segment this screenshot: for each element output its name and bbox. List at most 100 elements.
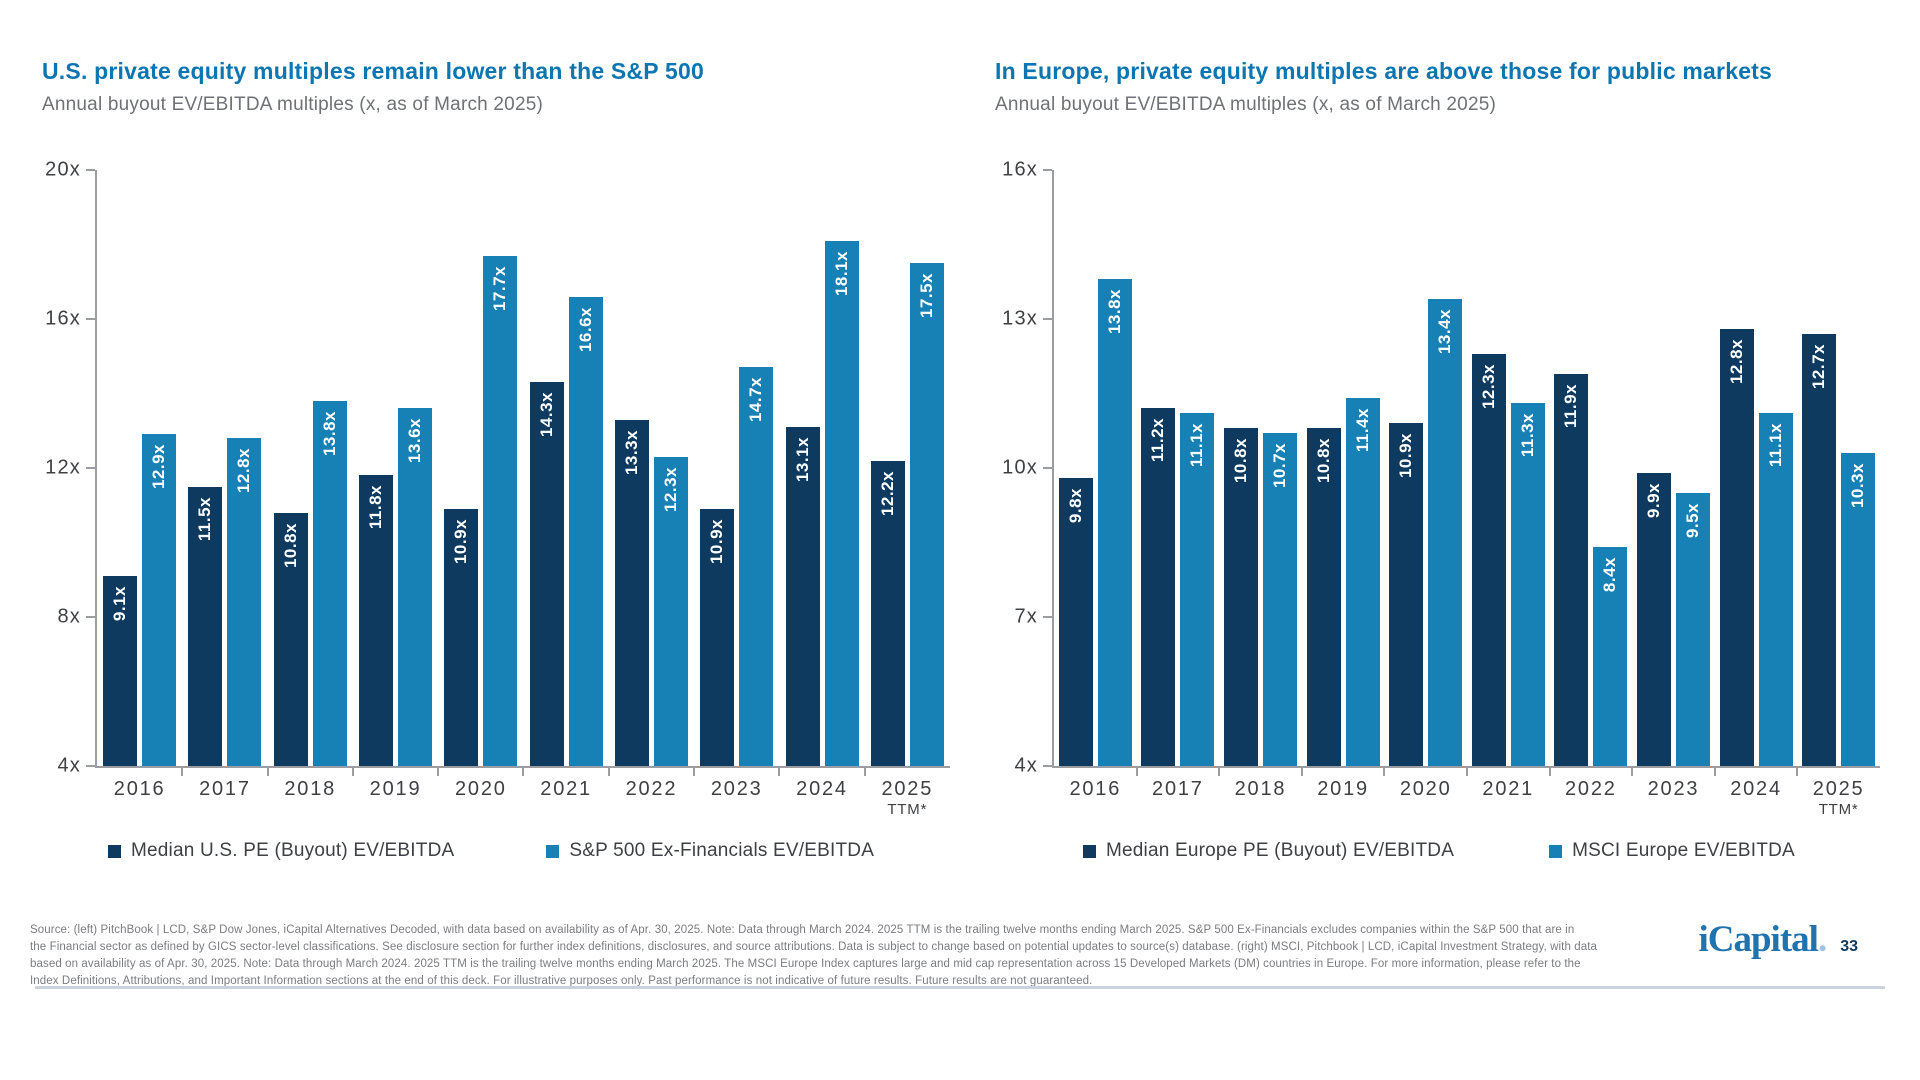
bar-value-label: 10.3x bbox=[1848, 463, 1868, 509]
y-axis-tick-label: 20x bbox=[45, 158, 81, 181]
x-axis-category-label: 2023 bbox=[710, 778, 763, 800]
bar-value-label: 11.2x bbox=[1148, 418, 1168, 463]
bar: 12.7x bbox=[1802, 333, 1837, 766]
x-axis-category-label: 2019 bbox=[1317, 778, 1369, 800]
bar: 11.9x bbox=[1554, 373, 1589, 766]
bar: 11.5x bbox=[188, 486, 223, 766]
bar: 11.8x bbox=[359, 475, 394, 766]
bar: 11.4x bbox=[1345, 398, 1380, 766]
bar-group-2021: 12.3x 11.3x 2021 bbox=[1467, 170, 1551, 800]
left-chart-title: U.S. private equity multiples remain low… bbox=[42, 58, 704, 84]
bar-value-label: 10.9x bbox=[1396, 433, 1416, 479]
bar-value-label: 9.5x bbox=[1682, 502, 1702, 538]
bar: 12.3x bbox=[1471, 353, 1506, 766]
y-axis-tick-label: 16x bbox=[1002, 158, 1038, 181]
legend-swatch-light bbox=[1549, 844, 1563, 858]
bar: 11.3x bbox=[1510, 403, 1545, 766]
bar-group-2022: 11.9x 8.4x 2022 bbox=[1550, 170, 1633, 800]
bar: 10.8x bbox=[1306, 428, 1341, 766]
y-axis-tick-mark bbox=[1043, 169, 1052, 171]
bar-group-2020: 10.9x 17.7x 2020 bbox=[438, 170, 525, 800]
bar: 14.7x bbox=[739, 367, 774, 766]
x-axis-category-label: 2022 bbox=[625, 778, 678, 800]
bar: 13.1x bbox=[785, 427, 820, 766]
legend-swatch-dark bbox=[1083, 844, 1096, 858]
y-axis-tick-mark bbox=[86, 169, 95, 171]
x-axis-category-sublabel: TTM* bbox=[1818, 801, 1859, 818]
bar-value-label: 8.4x bbox=[1600, 557, 1620, 593]
bar-value-label: 13.1x bbox=[792, 437, 812, 483]
y-axis-tick-label: 8x bbox=[57, 605, 81, 628]
legend-item: Median Europe PE (Buyout) EV/EBITDA bbox=[1083, 840, 1454, 862]
icapital-logo: iCapital. bbox=[1698, 919, 1827, 960]
bar-value-label: 13.8x bbox=[1104, 289, 1124, 335]
bar: 18.1x bbox=[824, 240, 859, 766]
bar-group-2023: 9.9x 9.5x 2023 bbox=[1632, 170, 1716, 800]
y-axis-tick-mark bbox=[86, 765, 95, 767]
bar: 10.3x bbox=[1841, 453, 1876, 766]
bar-value-label: 11.1x bbox=[1187, 423, 1207, 468]
bar-value-label: 12.2x bbox=[877, 470, 897, 516]
bar-group-2025: 12.2x 17.5x 2025 TTM* bbox=[865, 170, 950, 818]
logo-dot: . bbox=[1817, 919, 1827, 960]
left-chart-plot: 4x 8x 12x 16x 20x 9.1x 12.9x 2016 11.5x 12.8x 2017… bbox=[45, 159, 950, 818]
bar: 12.8x bbox=[227, 438, 262, 766]
bar-value-label: 10.9x bbox=[451, 518, 471, 565]
bar-group-2017: 11.2x 11.1x 2017 bbox=[1137, 170, 1220, 800]
x-axis-category-label: 2024 bbox=[796, 778, 848, 800]
legend-item: MSCI Europe EV/EBITDA bbox=[1549, 840, 1795, 862]
y-axis-tick-label: 10x bbox=[1002, 456, 1038, 479]
y-axis-tick-label: 16x bbox=[45, 307, 81, 330]
bar: 11.1x bbox=[1758, 413, 1793, 766]
bar-group-2023: 10.9x 14.7x 2023 bbox=[694, 170, 781, 800]
bar: 16.6x bbox=[568, 296, 603, 766]
right-chart-plot: 4x 7x 10x 13x 16x 9.8x 13.8x 2016 11.2x 11.1x 2017… bbox=[1002, 159, 1880, 818]
bar: 10.8x bbox=[1223, 428, 1258, 766]
bar-value-label: 12.3x bbox=[660, 466, 680, 512]
bar: 17.5x bbox=[909, 263, 944, 766]
bar-value-label: 17.5x bbox=[916, 273, 936, 319]
bar: 12.2x bbox=[870, 460, 905, 766]
y-axis-tick-label: 7x bbox=[1014, 605, 1038, 628]
bar: 13.3x bbox=[614, 419, 649, 766]
bar-value-label: 9.9x bbox=[1643, 482, 1663, 519]
bar: 10.7x bbox=[1262, 433, 1297, 766]
bar: 10.8x bbox=[273, 512, 308, 766]
right-chart-subtitle: Annual buyout EV/EBITDA multiples (x, as… bbox=[995, 94, 1497, 115]
bar-value-label: 17.7x bbox=[490, 265, 510, 311]
legend-swatch-dark bbox=[108, 844, 121, 858]
legend-label: S&P 500 Ex-Financials EV/EBITDA bbox=[569, 840, 875, 861]
x-axis-category-label: 2020 bbox=[1399, 778, 1452, 800]
bar-group-2020: 10.9x 13.4x 2020 bbox=[1384, 170, 1468, 800]
bar: 9.8x bbox=[1058, 477, 1093, 766]
bar-group-2019: 11.8x 13.6x 2019 bbox=[353, 170, 440, 800]
bar-value-label: 11.9x bbox=[1561, 383, 1581, 428]
page-number: 33 bbox=[1840, 938, 1858, 955]
x-axis-category-label: 2021 bbox=[1482, 778, 1535, 800]
bar-value-label: 16.6x bbox=[575, 306, 595, 352]
bar: 13.8x bbox=[312, 400, 347, 766]
bar: 13.4x bbox=[1428, 299, 1463, 766]
bar-value-label: 9.8x bbox=[1065, 487, 1085, 524]
bar: 17.7x bbox=[483, 255, 518, 766]
x-axis-category-label: 2024 bbox=[1730, 778, 1782, 800]
bar: 11.1x bbox=[1180, 413, 1215, 766]
bar-value-label: 14.7x bbox=[746, 377, 766, 423]
x-axis-category-label: 2021 bbox=[540, 778, 592, 800]
bar-value-label: 10.8x bbox=[280, 522, 300, 568]
bar-group-2024: 12.8x 11.1x 2024 bbox=[1715, 170, 1798, 800]
legend-item: Median U.S. PE (Buyout) EV/EBITDA bbox=[108, 840, 454, 862]
bar-value-label: 12.8x bbox=[234, 448, 254, 494]
bar-value-label: 12.7x bbox=[1809, 343, 1829, 389]
y-axis-tick-mark bbox=[1043, 467, 1052, 469]
bar-group-2017: 11.5x 12.8x 2017 bbox=[182, 170, 269, 800]
bar-group-2019: 10.8x 11.4x 2019 bbox=[1302, 170, 1385, 800]
right-chart-title: In Europe, private equity multiples are … bbox=[995, 58, 1773, 84]
bar-group-2025: 12.7x 10.3x 2025 TTM* bbox=[1797, 170, 1880, 818]
bar-value-label: 12.9x bbox=[149, 444, 169, 490]
x-axis-category-label: 2017 bbox=[199, 778, 251, 800]
legend-label: MSCI Europe EV/EBITDA bbox=[1572, 840, 1795, 861]
bar-value-label: 9.1x bbox=[110, 586, 130, 622]
bar-value-label: 11.3x bbox=[1517, 413, 1537, 458]
